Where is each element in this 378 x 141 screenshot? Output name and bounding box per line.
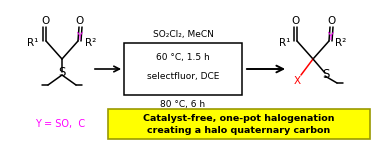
Text: 80 °C, 6 h: 80 °C, 6 h — [160, 100, 206, 109]
Text: S: S — [58, 67, 66, 80]
Text: Y: Y — [76, 32, 82, 42]
Text: Catalyst-free, one-pot halogenation: Catalyst-free, one-pot halogenation — [143, 114, 335, 123]
Text: R¹: R¹ — [27, 38, 39, 48]
Text: O: O — [292, 16, 300, 26]
Text: Y = SO,  C: Y = SO, C — [35, 119, 85, 129]
Text: selectfluor, DCE: selectfluor, DCE — [147, 72, 219, 81]
Text: creating a halo quaternary carbon: creating a halo quaternary carbon — [147, 126, 331, 135]
Text: R²: R² — [335, 38, 347, 48]
Text: O: O — [76, 16, 84, 26]
Text: X = Cl, F: X = Cl, F — [294, 119, 336, 129]
Text: R¹: R¹ — [279, 38, 291, 48]
Bar — [124, 43, 242, 95]
Text: 60 °C, 1.5 h: 60 °C, 1.5 h — [156, 53, 210, 62]
Text: R²: R² — [85, 38, 97, 48]
Text: Y: Y — [327, 32, 333, 42]
Text: S: S — [322, 68, 330, 81]
Text: SO₂Cl₂, MeCN: SO₂Cl₂, MeCN — [153, 29, 214, 38]
Text: X: X — [293, 76, 301, 86]
Text: O: O — [327, 16, 335, 26]
Text: O: O — [41, 16, 49, 26]
Bar — [108, 109, 370, 139]
